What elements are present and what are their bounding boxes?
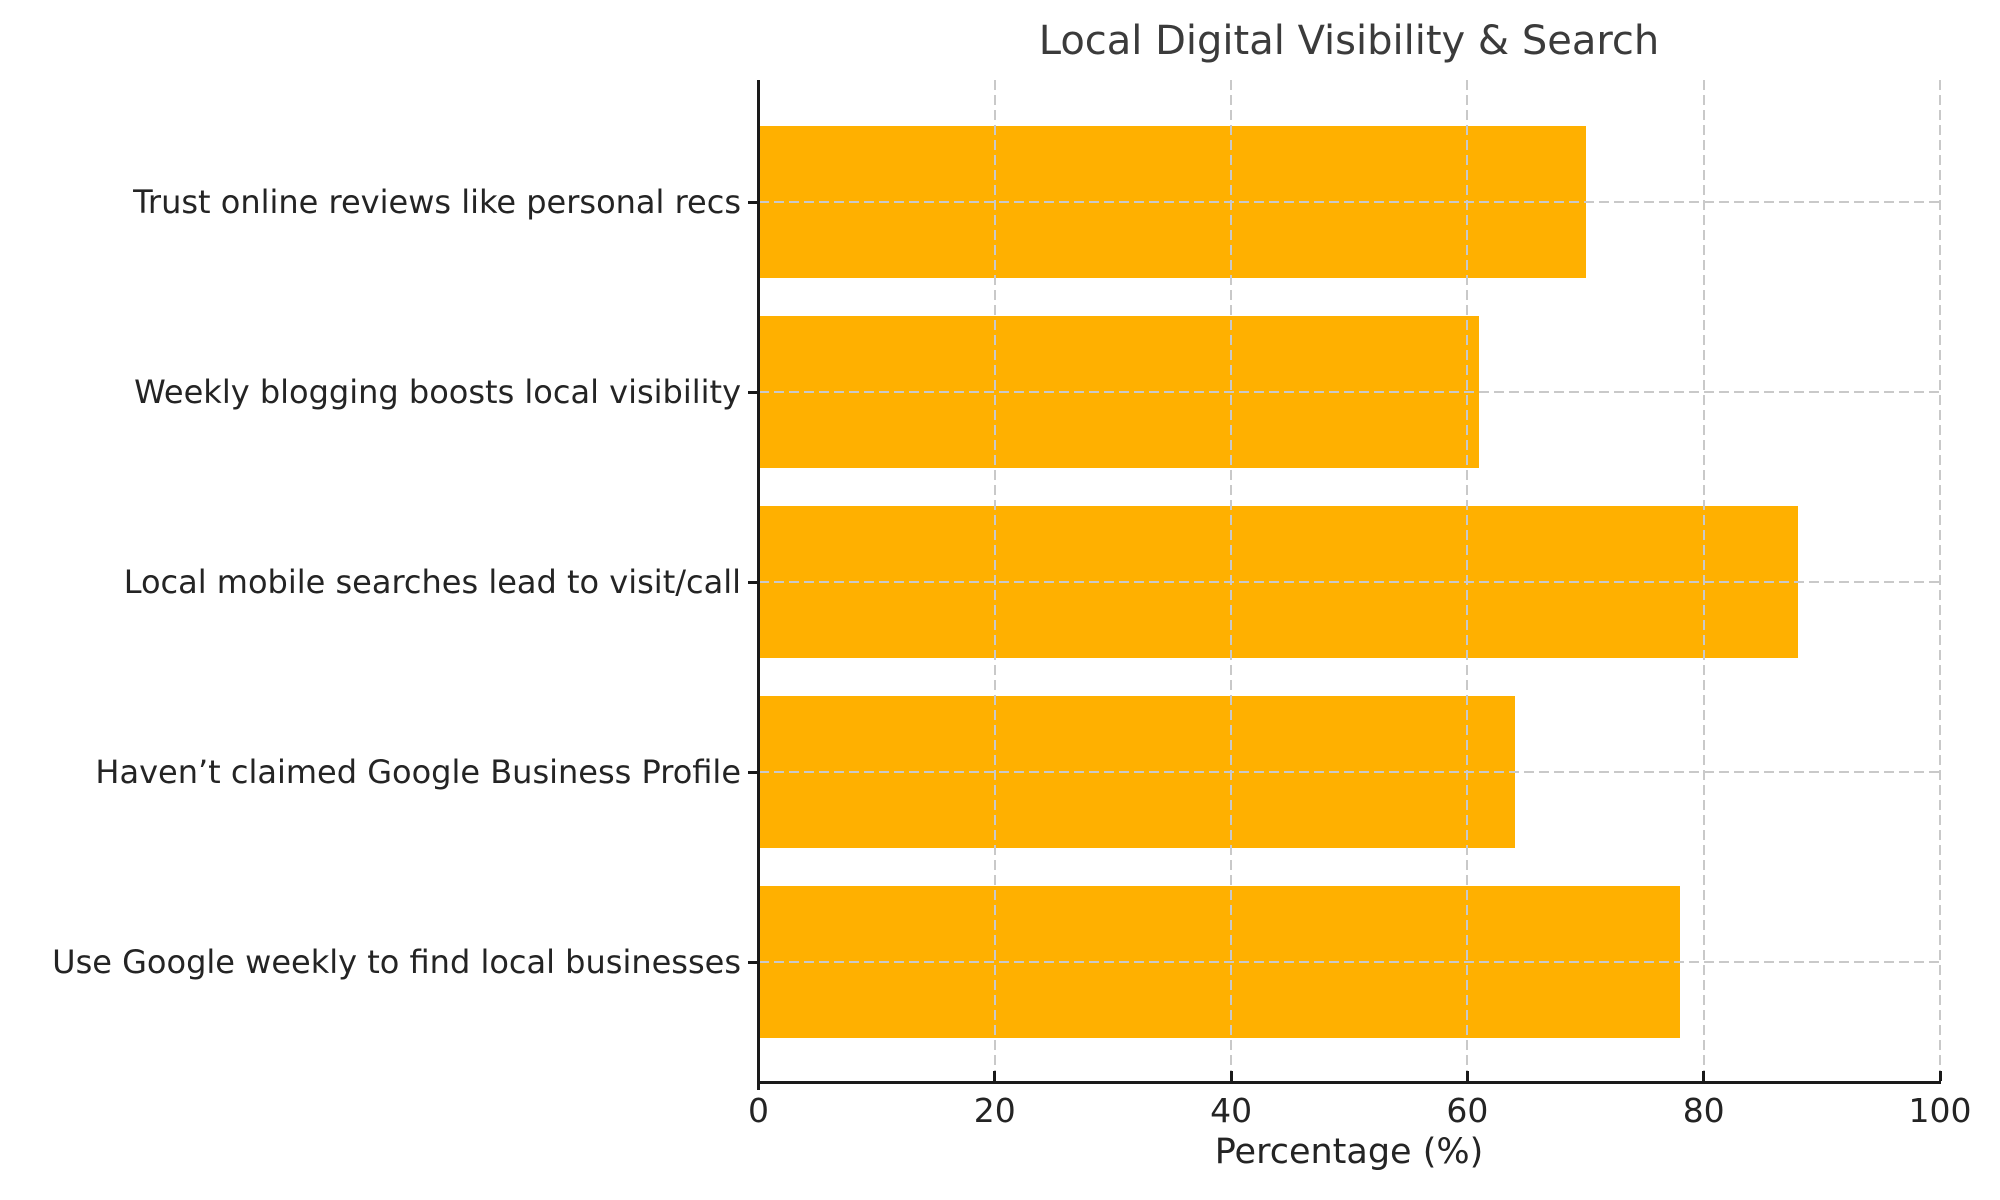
x-tick-label-40: 40 bbox=[1210, 1091, 1253, 1130]
y-tick-1 bbox=[748, 390, 757, 394]
x-tick-20 bbox=[993, 1070, 997, 1081]
left-spine bbox=[757, 80, 760, 1090]
y-tick-label-3: Haven’t claimed Google Business Profile bbox=[95, 753, 741, 791]
x-tick-100 bbox=[1938, 1070, 1942, 1081]
x-tick-40 bbox=[1229, 1070, 1233, 1081]
y-tick-label-2: Local mobile searches lead to visit/call bbox=[123, 563, 741, 601]
x-tick-label-80: 80 bbox=[1682, 1091, 1725, 1130]
y-tick-label-4: Use Google weekly to find local business… bbox=[52, 943, 741, 981]
y-tick-0 bbox=[748, 200, 757, 204]
x-tick-label-0: 0 bbox=[748, 1091, 769, 1130]
y-tick-4 bbox=[748, 960, 757, 964]
x-tick-0 bbox=[757, 1070, 760, 1081]
gridline-y-0 bbox=[758, 201, 1940, 203]
x-tick-60 bbox=[1465, 1070, 1469, 1081]
y-tick-label-0: Trust online reviews like personal recs bbox=[133, 183, 741, 221]
gridline-y-2 bbox=[758, 581, 1940, 583]
x-tick-label-60: 60 bbox=[1446, 1091, 1489, 1130]
y-tick-2 bbox=[748, 580, 757, 584]
x-tick-label-20: 20 bbox=[973, 1091, 1016, 1130]
y-tick-3 bbox=[748, 770, 757, 774]
gridline-y-4 bbox=[758, 961, 1940, 963]
gridline-x-100 bbox=[1939, 80, 1941, 1082]
x-tick-80 bbox=[1702, 1070, 1706, 1081]
chart-title: Local Digital Visibility & Search bbox=[1038, 18, 1660, 64]
x-tick-label-100: 100 bbox=[1908, 1091, 1972, 1130]
gridline-y-3 bbox=[758, 771, 1940, 773]
x-axis-label: Percentage (%) bbox=[1214, 1132, 1484, 1172]
bottom-spine bbox=[757, 1080, 1941, 1084]
y-tick-label-1: Weekly blogging boosts local visibility bbox=[134, 373, 741, 411]
gridline-y-1 bbox=[758, 391, 1940, 393]
